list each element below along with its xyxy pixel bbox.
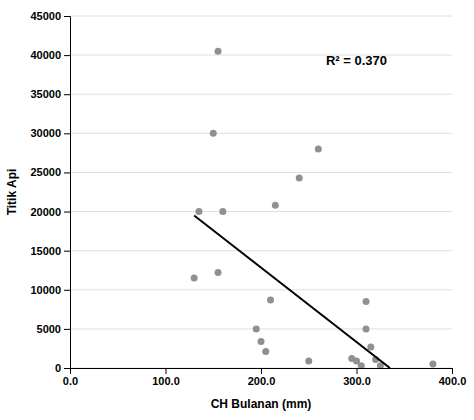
y-axis-tick: 25000 xyxy=(30,166,70,178)
x-axis-tick-label: 300.0 xyxy=(343,375,371,387)
grid-line xyxy=(70,289,452,290)
grid-line xyxy=(70,328,452,329)
y-axis-tick: 10000 xyxy=(30,284,70,296)
y-axis-tick-label: 0 xyxy=(55,362,61,374)
y-axis-tick: 45000 xyxy=(30,10,70,22)
y-axis-tick-label: 35000 xyxy=(30,88,61,100)
y-axis-tick-mark xyxy=(64,172,70,173)
y-axis-tick: 30000 xyxy=(30,127,70,139)
point xyxy=(267,296,274,303)
point xyxy=(315,145,322,152)
y-axis-tick-mark xyxy=(64,55,70,56)
x-axis-title: CH Bulanan (mm) xyxy=(211,397,312,411)
y-axis-tick-mark xyxy=(64,16,70,17)
x-axis-line xyxy=(71,369,453,375)
point xyxy=(305,357,312,364)
point xyxy=(363,325,370,332)
x-axis-tick-label: 400.0 xyxy=(439,375,467,387)
y-axis-title: Titik Api xyxy=(5,169,19,216)
point xyxy=(367,343,374,350)
point xyxy=(195,208,202,215)
x-axis-tick-label: 100.0 xyxy=(152,375,180,387)
trend-line xyxy=(194,215,390,368)
point xyxy=(429,361,436,368)
y-axis-tick: 0 xyxy=(55,362,70,374)
y-axis-tick: 35000 xyxy=(30,88,70,100)
point xyxy=(358,362,365,368)
x-axis-tick: 300.0 xyxy=(343,368,371,387)
point xyxy=(253,325,260,332)
point xyxy=(262,348,269,355)
chart: 0.0 100.0 200.0 300.0 400.0 0 5000 10000 15000 20… xyxy=(0,0,474,420)
point xyxy=(219,208,226,215)
point xyxy=(296,174,303,181)
x-axis-tick-mark xyxy=(452,368,453,374)
points xyxy=(191,48,437,368)
y-axis: 0 5000 10000 15000 20000 25000 30000 35000 40000… xyxy=(30,10,70,374)
y-axis-tick-mark xyxy=(64,212,70,213)
y-axis-tick: 40000 xyxy=(30,49,70,61)
point xyxy=(191,275,198,282)
y-axis-tick-label: 40000 xyxy=(30,49,61,61)
y-axis-tick-label: 5000 xyxy=(37,323,61,335)
y-axis-tick-mark xyxy=(64,290,70,291)
annotation: R² = 0.370 xyxy=(326,53,387,68)
x-axis-tick-mark xyxy=(261,368,262,374)
y-axis-tick-label: 15000 xyxy=(30,245,61,257)
y-axis-tick-mark xyxy=(64,251,70,252)
y-axis-tick-label: 45000 xyxy=(30,10,61,22)
y-axis-tick-mark xyxy=(64,133,70,134)
x-axis-tick: 100.0 xyxy=(152,368,180,387)
plot-area xyxy=(191,48,437,368)
x-axis-tick: 200.0 xyxy=(248,368,276,387)
y-axis-tick-label: 30000 xyxy=(30,127,61,139)
y-axis-line xyxy=(64,17,71,369)
x-axis-tick: 400.0 xyxy=(439,368,467,387)
y-axis-tick-mark xyxy=(64,368,70,369)
point xyxy=(272,202,279,209)
x-axis-tick-label: 0.0 xyxy=(63,375,78,387)
y-axis-tick: 20000 xyxy=(30,206,70,218)
point xyxy=(215,48,222,55)
y-axis-tick-mark xyxy=(64,94,70,95)
point xyxy=(258,338,265,345)
y-axis-tick-label: 10000 xyxy=(30,284,61,296)
grid-line xyxy=(70,94,452,95)
x-axis-tick: 0.0 xyxy=(63,368,78,387)
grid-line xyxy=(70,55,452,56)
y-axis-tick-label: 20000 xyxy=(30,206,61,218)
y-axis-tick-mark xyxy=(64,329,70,330)
grid xyxy=(70,16,452,368)
y-axis-tick: 15000 xyxy=(30,245,70,257)
x-axis-tick-label: 200.0 xyxy=(248,375,276,387)
grid-line xyxy=(70,16,452,17)
grid-line xyxy=(70,133,452,134)
y-axis-tick: 5000 xyxy=(37,323,70,335)
point xyxy=(215,269,222,276)
x-axis-tick-mark xyxy=(357,368,358,374)
grid-line xyxy=(70,250,452,251)
grid-line xyxy=(70,211,452,212)
x-axis: 0.0 100.0 200.0 300.0 400.0 xyxy=(63,368,466,387)
point xyxy=(363,298,370,305)
point xyxy=(210,130,217,137)
grid-line xyxy=(70,172,452,173)
y-axis-tick-label: 25000 xyxy=(30,166,61,178)
x-axis-tick-mark xyxy=(166,368,167,374)
